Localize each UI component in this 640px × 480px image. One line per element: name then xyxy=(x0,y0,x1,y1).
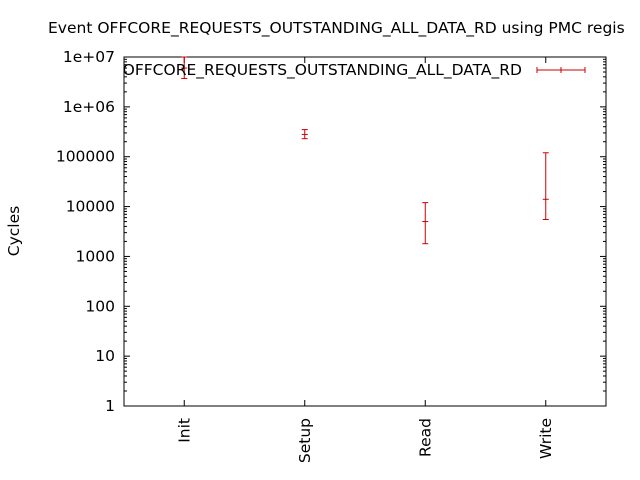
chart-title: Event OFFCORE_REQUESTS_OUTSTANDING_ALL_D… xyxy=(48,19,625,38)
error-bar xyxy=(301,129,308,140)
legend: OFFCORE_REQUESTS_OUTSTANDING_ALL_DATA_RD xyxy=(123,61,586,80)
y-axis: 1 10 100 1000 10000 100000 1e+06 1e+07 xyxy=(56,48,606,415)
x-axis: Init Setup Read Write xyxy=(175,57,555,463)
x-tick-label: Init xyxy=(175,418,193,443)
y-tick-label: 1e+07 xyxy=(63,48,115,66)
x-tick-label: Write xyxy=(537,418,555,459)
y-tick-label: 10000 xyxy=(66,198,115,216)
y-tick-label: 1000 xyxy=(76,247,115,265)
plot-frame xyxy=(123,56,607,407)
error-bar xyxy=(542,152,549,221)
y-tick-label: 1 xyxy=(105,397,115,415)
y-axis-label: Cycles xyxy=(5,206,23,256)
error-bar xyxy=(181,56,188,80)
x-tick-label: Read xyxy=(416,418,434,457)
y-tick-label: 1e+06 xyxy=(63,98,115,116)
series-layer xyxy=(181,56,549,245)
error-bar xyxy=(422,202,429,245)
legend-label: OFFCORE_REQUESTS_OUTSTANDING_ALL_DATA_RD xyxy=(123,61,522,80)
y-tick-label: 100000 xyxy=(56,148,115,166)
x-tick-label: Setup xyxy=(296,418,314,463)
y-tick-label: 100 xyxy=(85,297,115,315)
y-tick-label: 10 xyxy=(95,347,115,365)
